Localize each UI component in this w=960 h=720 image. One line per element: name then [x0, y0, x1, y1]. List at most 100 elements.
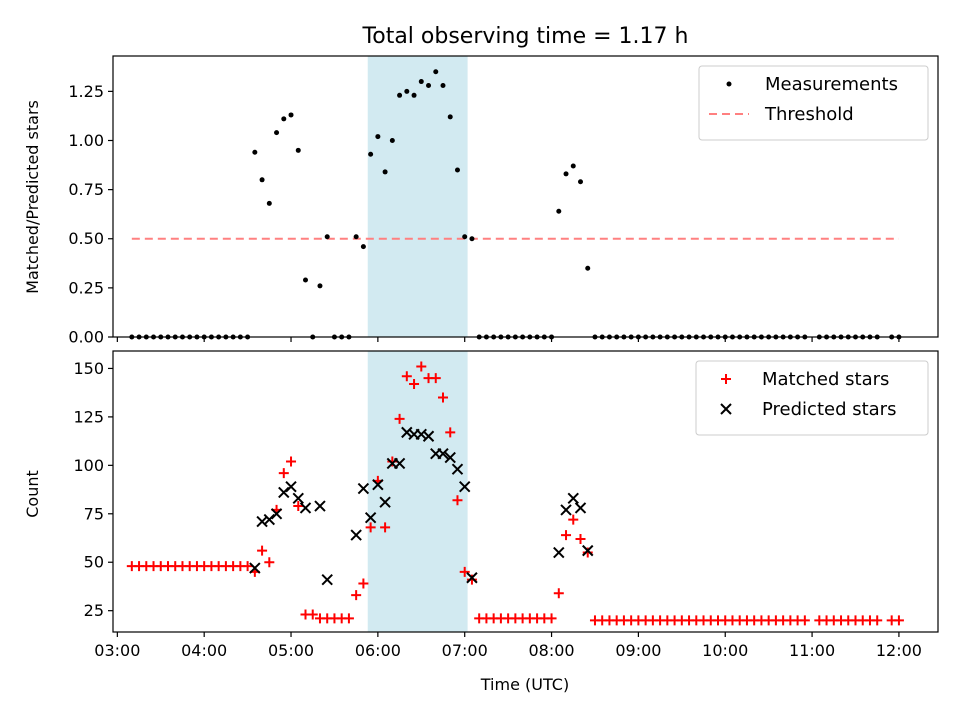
data-point [466, 572, 478, 584]
data-point [582, 544, 594, 557]
data-point [459, 566, 470, 577]
data-point [409, 378, 420, 389]
legend-label: Threshold [764, 104, 854, 125]
y-tick-label: 150 [73, 359, 104, 378]
data-point [445, 427, 456, 438]
data-point [375, 134, 381, 140]
data-point [560, 504, 572, 516]
data-point [452, 495, 463, 506]
data-point [264, 557, 275, 568]
data-point [567, 492, 579, 504]
data-point [343, 613, 354, 624]
data-point [364, 511, 377, 524]
y-tick-label: 50 [84, 553, 104, 572]
data-point [303, 277, 308, 283]
data-point [459, 480, 471, 493]
data-point [578, 179, 583, 185]
legend-label: Measurements [765, 74, 898, 95]
data-point [447, 114, 453, 120]
data-point [799, 615, 810, 626]
data-point [426, 82, 432, 88]
x-tick-label: 08:00 [528, 641, 574, 660]
data-point [389, 137, 395, 143]
data-point [416, 361, 427, 372]
data-point [438, 392, 448, 403]
top-panel-ratio: 0.00 0.25 0.50 0.75 1.00 1.25 Measurements Thre… [68, 55, 939, 347]
legend: Measurements Threshold [698, 65, 929, 141]
data-point [397, 92, 403, 98]
data-point [314, 500, 326, 512]
legend-swatch [720, 403, 732, 415]
data-point [433, 69, 439, 75]
y-tick-label: 0.25 [68, 278, 104, 297]
data-point [307, 609, 318, 620]
x-axis-label: Time (UTC) [480, 675, 569, 694]
figure-title: Total observing time = 1.17 h [362, 24, 689, 49]
data-point [466, 574, 477, 585]
x-tick-label: 11:00 [789, 641, 835, 660]
data-point [263, 513, 276, 526]
data-point [266, 200, 272, 206]
x-tick-label: 04:00 [181, 641, 227, 660]
data-point [293, 501, 304, 512]
x-tick-label: 09:00 [615, 641, 661, 660]
data-point [437, 448, 449, 460]
legend: Matched stars Predicted stars [695, 360, 929, 436]
data-point [365, 522, 376, 533]
highlight-span [367, 56, 468, 337]
data-point [358, 578, 369, 589]
x-tick-label: 10:00 [702, 641, 748, 660]
data-point [321, 573, 333, 586]
data-point [278, 468, 289, 479]
data-point [893, 615, 904, 626]
data-point [418, 79, 424, 85]
data-point [440, 82, 446, 88]
data-point [256, 515, 268, 528]
data-point [561, 530, 572, 541]
data-point [404, 88, 410, 94]
data-point [351, 590, 362, 601]
data-point [281, 116, 287, 122]
series-predicted-stars [249, 426, 594, 586]
data-point [582, 547, 593, 558]
data-point [430, 373, 441, 384]
data-point [379, 496, 391, 508]
axes-frame [112, 55, 939, 338]
data-point [585, 265, 591, 271]
data-point [422, 430, 435, 442]
y-tick-label: 0.75 [68, 180, 104, 199]
data-point [553, 546, 565, 559]
top-ylabel: Matched/Predicted stars [23, 100, 42, 294]
data-point [563, 171, 569, 177]
data-point [469, 236, 475, 242]
data-point [295, 147, 301, 153]
data-point [546, 613, 557, 624]
data-point [454, 167, 460, 173]
legend-swatch [721, 374, 731, 384]
data-point [259, 177, 265, 183]
data-point [444, 451, 456, 464]
data-point [462, 234, 468, 240]
data-point [249, 562, 261, 574]
data-point [568, 514, 579, 525]
y-tick-label: 1.00 [68, 131, 104, 150]
legend-label: Predicted stars [762, 399, 896, 420]
data-point [252, 149, 258, 155]
data-point [451, 463, 464, 475]
y-tick-label: 0.00 [68, 328, 104, 347]
data-point [286, 456, 297, 467]
data-point [401, 371, 412, 382]
legend-box [698, 65, 929, 141]
bottom-panel-count: 25 50 75 100 125 150 03:00 04:00 05:00 06:00 07:00… [73, 350, 939, 660]
data-point [570, 163, 576, 169]
bottom-ylabel: Count [23, 470, 42, 518]
data-point [872, 615, 883, 626]
y-tick-label: 0.50 [68, 229, 104, 248]
y-tick-label: 125 [73, 407, 104, 426]
y-tick-label: 25 [84, 601, 104, 620]
legend-box [695, 360, 929, 436]
x-tick-label: 07:00 [442, 641, 488, 660]
data-point [360, 244, 366, 250]
data-point [292, 492, 304, 504]
